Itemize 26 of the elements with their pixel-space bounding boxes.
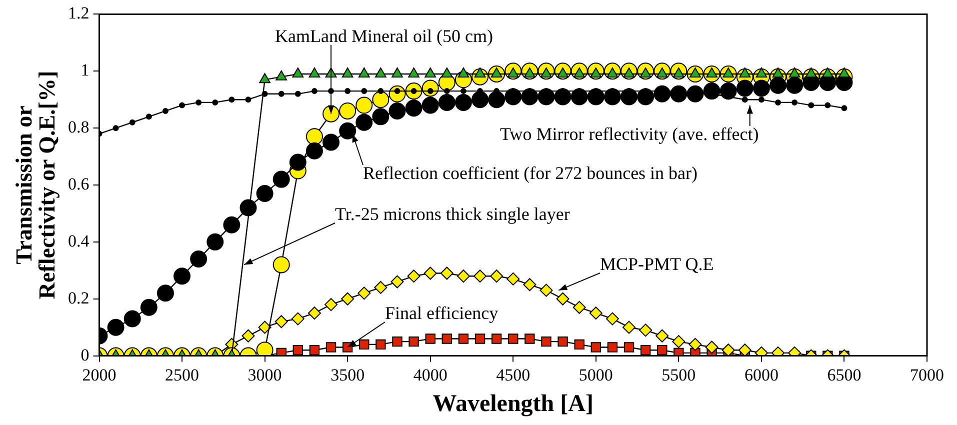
annotation: Two Mirror reflectivity (ave. effect) [500, 124, 759, 145]
x-tick-label: 6000 [744, 365, 778, 384]
y-tick-label: 0 [80, 345, 90, 364]
x-tick-label: 4500 [496, 365, 530, 384]
y-tick-label: 0.2 [68, 288, 90, 308]
x-tick-label: 3500 [330, 365, 365, 384]
annotation: MCP-PMT Q.E [600, 254, 714, 275]
x-tick-label: 5500 [662, 365, 696, 384]
annotation: Tr.-25 microns thick single layer [335, 204, 570, 225]
x-tick-label: 4000 [413, 365, 448, 384]
y-tick-label: 1 [80, 60, 90, 80]
x-tick-label: 5000 [578, 365, 613, 384]
x-tick-label: 2500 [165, 365, 200, 384]
y-tick-label: 0.8 [68, 118, 90, 137]
x-axis-title: Wavelength [A] [432, 390, 594, 417]
annotation: Reflection coefficient (for 272 bounces in bar) [363, 163, 698, 184]
annotation: Final efficiency [385, 303, 498, 324]
annotation: KamLand Mineral oil (50 cm) [275, 26, 493, 47]
x-tick-label: 7000 [910, 365, 944, 384]
y-axis-title: Transmission or Reflectivity or Q.E.[%] [11, 70, 60, 300]
x-tick-label: 3000 [248, 365, 282, 384]
x-tick-label: 2000 [82, 365, 116, 384]
y-tick-label: 0.4 [68, 231, 90, 250]
x-tick-label: 6500 [827, 365, 862, 384]
y-tick-label: 1.2 [68, 4, 90, 23]
y-tick-label: 0.6 [68, 174, 90, 194]
